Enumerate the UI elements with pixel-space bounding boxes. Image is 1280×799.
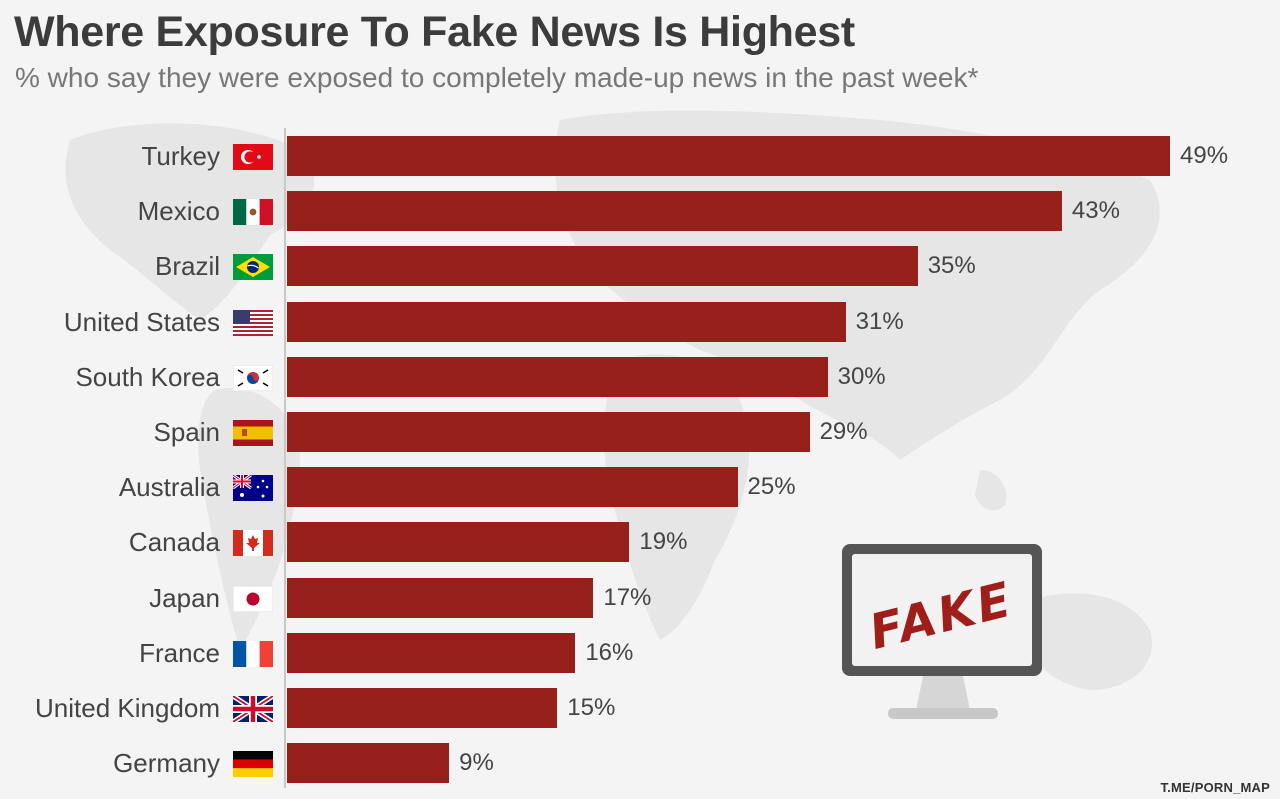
value-label: 9% — [459, 749, 494, 777]
bar-row: Australia 25% — [0, 467, 1280, 508]
value-label: 17% — [603, 583, 652, 611]
value-label: 31% — [855, 307, 904, 335]
bar-row: Brazil 35% — [0, 246, 1280, 287]
spain-flag-icon — [233, 420, 273, 446]
japan-flag-icon — [233, 585, 273, 612]
country-label: Japan — [149, 582, 220, 613]
bar — [287, 356, 828, 397]
bar-row: Canada 19% — [0, 522, 1280, 563]
country-label: Turkey — [141, 141, 221, 171]
credit-text: T.ME/PORN_MAP — [1160, 780, 1270, 795]
y-axis-line — [284, 128, 286, 788]
usa-flag-icon — [233, 309, 273, 336]
value-label: 35% — [927, 252, 976, 280]
bar-row: Spain 29% — [0, 412, 1280, 452]
bar-row: United Kingdom 15% — [0, 688, 1280, 728]
bar-row: Mexico 43% — [0, 191, 1280, 232]
country-label: South Korea — [75, 361, 220, 392]
country-label: Germany — [113, 748, 220, 779]
country-label: Australia — [118, 472, 220, 503]
bar — [287, 688, 558, 728]
bar — [287, 743, 450, 784]
uk-flag-icon — [233, 696, 273, 722]
value-label: 15% — [567, 694, 616, 721]
chart-title: Where Exposure To Fake News Is Highest — [14, 8, 855, 56]
value-label: 29% — [819, 418, 868, 445]
value-label: 19% — [639, 528, 688, 556]
value-label: 49% — [1180, 142, 1229, 169]
value-label: 43% — [1071, 197, 1120, 225]
canada-flag-icon — [233, 530, 273, 557]
bar-row: Japan 17% — [0, 577, 1280, 618]
south-korea-flag-icon — [233, 364, 273, 391]
bar — [287, 577, 594, 618]
value-label: 25% — [747, 473, 796, 501]
france-flag-icon — [233, 640, 273, 667]
bar-row: Turkey 49% — [0, 136, 1280, 176]
bar — [287, 246, 918, 287]
brazil-flag-icon — [233, 254, 273, 281]
bar — [287, 191, 1062, 232]
value-label: 30% — [837, 362, 886, 390]
value-label: 16% — [585, 638, 634, 666]
country-label: United Kingdom — [35, 693, 220, 723]
bar — [287, 136, 1170, 176]
country-label: Canada — [128, 527, 220, 558]
bar — [287, 467, 738, 508]
turkey-flag-icon — [233, 144, 273, 170]
country-label: United States — [63, 306, 220, 337]
country-label: Spain — [153, 417, 221, 447]
bar — [287, 632, 576, 673]
bar — [287, 301, 846, 342]
country-label: Mexico — [137, 196, 220, 227]
fake-news-monitor-illustration: FAKE — [842, 544, 1042, 719]
bar-row: United States 31% — [0, 301, 1280, 342]
bar — [287, 522, 630, 563]
bar-row: South Korea 30% — [0, 356, 1280, 397]
australia-flag-icon — [233, 475, 273, 502]
bar — [287, 412, 810, 452]
chart-subtitle: % who say they were exposed to completel… — [15, 62, 979, 93]
germany-flag-icon — [233, 751, 273, 778]
bar-row: France 16% — [0, 632, 1280, 673]
country-label: France — [139, 637, 220, 668]
bar-row: Germany 9% — [0, 743, 1280, 784]
mexico-flag-icon — [233, 199, 273, 226]
country-label: Brazil — [154, 251, 220, 282]
